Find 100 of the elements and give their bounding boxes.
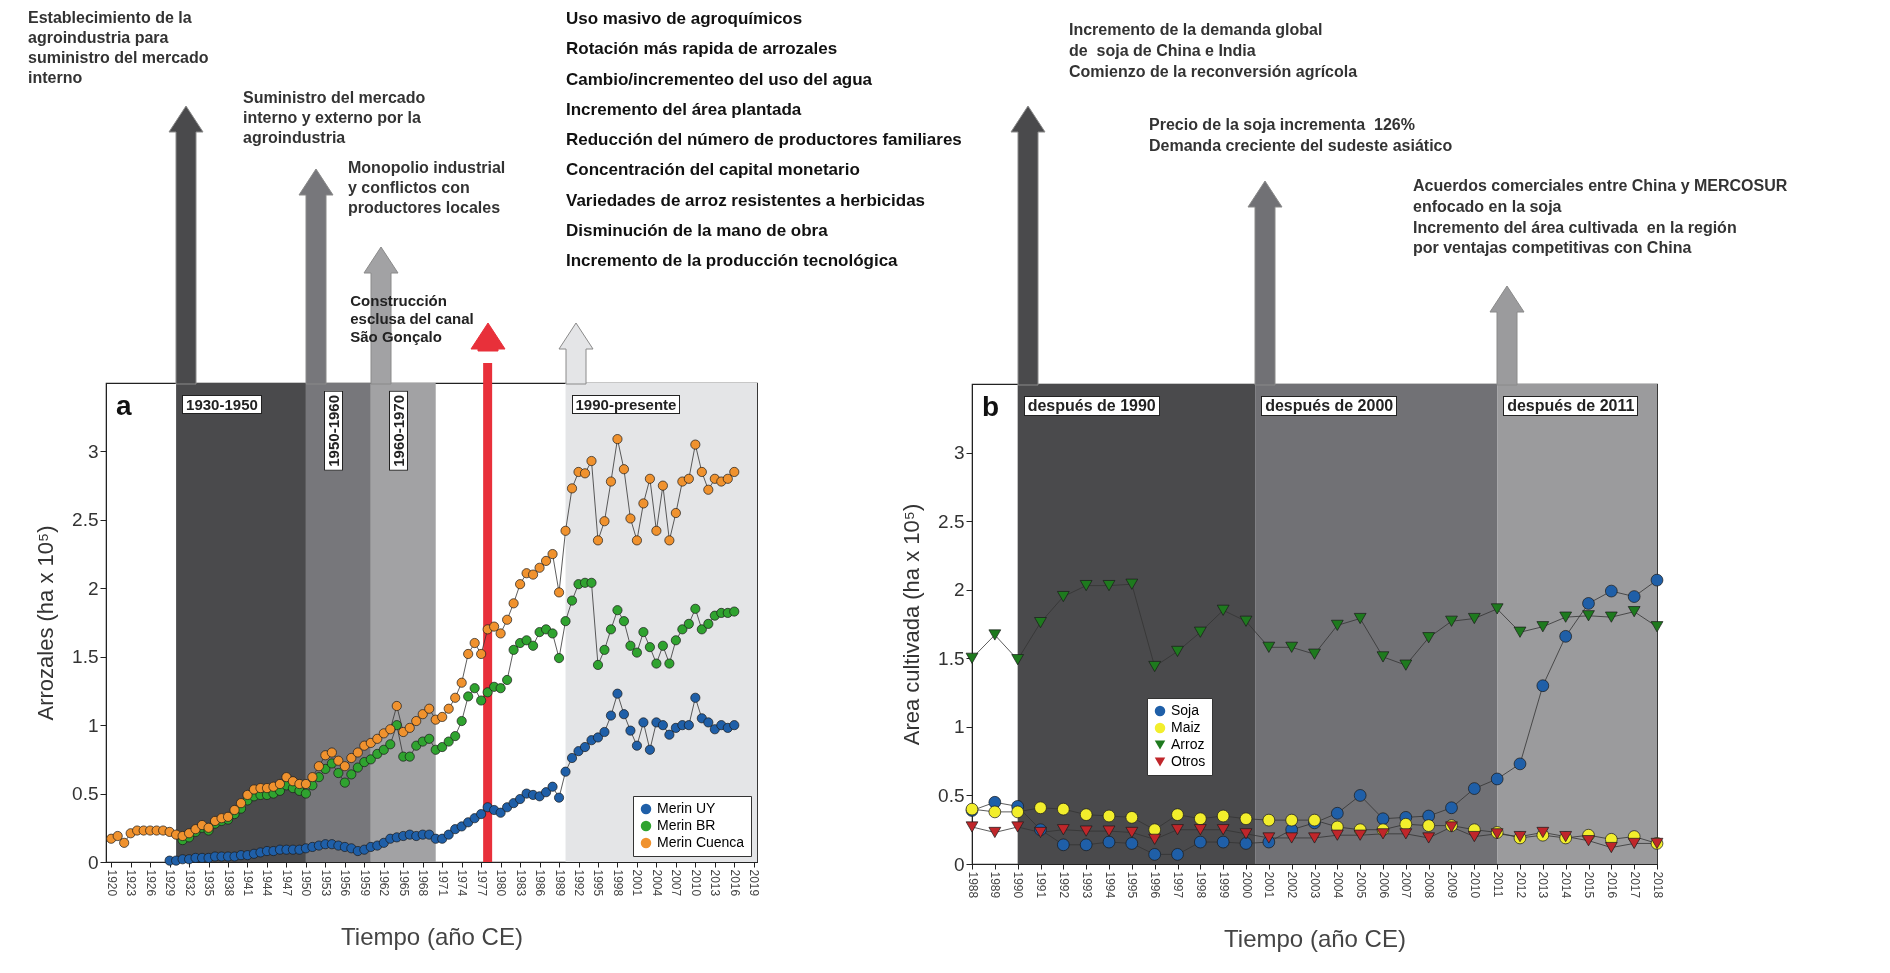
x-tick-label: 2019 [747, 869, 762, 897]
x-tick-label: 1932 [182, 869, 197, 897]
x-tick-label: 1971 [435, 869, 450, 897]
x-tick-label: 2011 [1490, 871, 1505, 898]
x-tick-label: 1968 [416, 869, 431, 897]
x-tick-label: 2001 [1262, 871, 1277, 899]
text: Establecimiento de la agroindustria para suministro del mercado interno [28, 8, 209, 88]
band-label: 1930-1950 [182, 395, 262, 414]
chart-title: b [982, 391, 1000, 422]
x-tick-label: 1923 [124, 869, 139, 897]
chart-title: a [116, 390, 132, 421]
y-tick-label: 3 [953, 442, 965, 464]
x-tick-label: 1995 [591, 869, 606, 897]
x-tick-label: 1997 [1171, 871, 1185, 899]
x-tick-label: 2014 [1559, 871, 1574, 899]
x-axis-title: Tiempo (año CE) [1224, 925, 1406, 953]
x-tick-label: 1950 [299, 869, 314, 897]
text: Monopolio industrial y conflictos con productores locales [348, 158, 506, 218]
text: Incremento de la demanda global de soja de China e India Comienzo de la reconversión agrícola [1069, 20, 1358, 82]
y-tick-label: 0 [87, 851, 99, 873]
x-axis-title: Tiempo (año CE) [341, 923, 523, 951]
x-tick-label: 2013 [1536, 871, 1551, 899]
x-tick-label: 1995 [1125, 871, 1140, 899]
x-tick-label: 2010 [688, 869, 703, 897]
x-tick-label: 1993 [1079, 871, 1094, 899]
y-tick-label: 0 [953, 853, 965, 875]
x-tick-label: 2004 [1330, 871, 1345, 899]
x-tick-label: 1959 [357, 869, 372, 897]
text: Acuerdos comerciales entre China y MERCOSUR enfocado en la soja Incremento del área cultivada en la región por ventajas competitivas con China [1413, 176, 1788, 259]
x-tick-label: 1953 [318, 869, 333, 897]
x-tick-label: 1996 [1148, 871, 1163, 899]
y-tick-label: 2.5 [72, 509, 99, 531]
x-tick-label: 2013 [708, 869, 723, 897]
x-tick-label: 2003 [1308, 871, 1322, 899]
band-label: después de 2011 [1503, 396, 1639, 416]
legend-label: Maiz [1171, 719, 1201, 735]
x-tick-label: 1990 [1011, 871, 1026, 899]
x-tick-label: 1929 [163, 869, 178, 897]
y-tick-label: 1 [953, 716, 965, 738]
ref-line-label: Construcción esclusa del canal São Gonçalo [350, 292, 474, 346]
x-tick-label: 1991 [1034, 871, 1048, 899]
x-tick-label: 2007 [669, 869, 684, 897]
y-tick-label: 1 [87, 714, 99, 736]
x-tick-label: 1938 [221, 869, 236, 897]
x-tick-label: 1956 [338, 869, 353, 897]
legend-label: Merin UY [657, 800, 717, 816]
x-tick-label: 1998 [1193, 871, 1208, 899]
y-axis-title: Arrozales (ha x 10⁵) [33, 525, 59, 721]
x-tick-label: 2002 [1285, 871, 1300, 899]
band-label: 1960-1970 [388, 391, 408, 471]
band-label: 1950-1960 [323, 391, 343, 471]
x-tick-label: 2018 [1650, 871, 1665, 899]
x-tick-label: 2004 [649, 869, 664, 897]
x-tick-label: 1941 [240, 869, 255, 897]
x-tick-label: 1935 [202, 869, 217, 897]
x-tick-label: 2005 [1353, 871, 1368, 899]
x-tick-label: 1977 [474, 869, 489, 897]
y-tick-label: 1.5 [72, 646, 99, 668]
y-tick-label: 0.5 [72, 783, 99, 805]
text: Uso masivo de agroquímicos Rotación más rapida de arrozales Cambio/incrementeo del uso del agua Incremento del área plantada Reducción del número de productores familiares Concentración del capital monetario Variedades de arroz resistentes a herbicidas Disminución de la mano de obra Incremento de la producción tecnológica [566, 9, 962, 270]
x-tick-label: 1999 [1216, 871, 1231, 899]
x-tick-label: 1988 [965, 871, 980, 899]
band-label: después de 2000 [1261, 396, 1398, 416]
x-tick-label: 2001 [630, 869, 645, 897]
x-tick-label: 1989 [988, 871, 1003, 899]
x-tick-label: 2012 [1513, 871, 1528, 899]
x-tick-label: 2000 [1239, 871, 1254, 899]
x-tick-label: 1965 [396, 869, 411, 897]
y-tick-label: 2 [87, 577, 99, 599]
legend-label: Arroz [1171, 736, 1205, 752]
x-tick-label: 1962 [377, 869, 392, 897]
x-tick-label: 1920 [104, 869, 119, 897]
text: Suministro del mercado interno y externo por la agroindustria [243, 88, 426, 148]
x-tick-label: 1989 [552, 869, 567, 897]
x-tick-label: 2016 [1604, 871, 1619, 899]
x-tick-label: 1992 [572, 869, 587, 897]
x-tick-label: 2009 [1445, 871, 1459, 899]
legend-label: Soja [1171, 702, 1200, 718]
y-tick-label: 3 [87, 440, 99, 462]
x-tick-label: 2007 [1399, 871, 1414, 899]
x-tick-label: 1998 [610, 869, 625, 897]
y-axis-title: Area cultivada (ha x 10⁵) [899, 503, 925, 746]
legend-label: Merin BR [657, 817, 716, 833]
x-tick-label: 1974 [455, 869, 470, 897]
legend-label: Otros [1171, 753, 1206, 769]
text: Precio de la soja incrementa 126% Demanda creciente del sudeste asiático [1149, 115, 1453, 156]
legend-label: Merin Cuenca [657, 834, 745, 850]
x-tick-label: 1994 [1102, 871, 1117, 899]
x-tick-label: 2008 [1422, 871, 1437, 899]
x-tick-label: 1944 [260, 869, 275, 897]
x-tick-label: 2015 [1582, 871, 1596, 899]
y-tick-label: 2 [953, 579, 965, 601]
y-tick-label: 0.5 [938, 784, 965, 806]
band-label: después de 1990 [1023, 396, 1160, 416]
x-tick-label: 1986 [533, 869, 548, 897]
x-tick-label: 1992 [1056, 871, 1071, 899]
band-label: 1990-presente [571, 395, 681, 414]
x-tick-label: 1980 [494, 869, 509, 897]
x-tick-label: 2010 [1467, 871, 1482, 899]
x-tick-label: 2017 [1627, 871, 1642, 899]
